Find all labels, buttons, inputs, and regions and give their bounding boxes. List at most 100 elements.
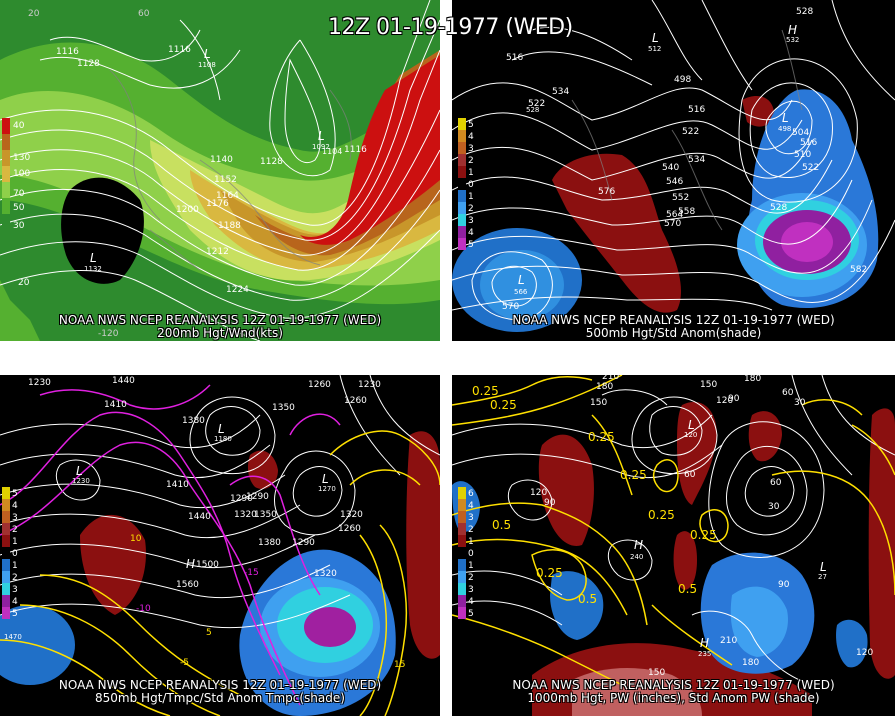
map-label: 528 [526, 106, 539, 114]
map-label: 3 [12, 585, 18, 595]
map-label: 546 [666, 177, 683, 187]
panel-500mb-labels: 5 4 3 2 1 0 1 2 3 4 5 528 516 534 522 52… [468, 7, 867, 312]
page-title: 12Z 01-19-1977 (WED) [328, 15, 573, 40]
map-label: 50 [13, 203, 25, 213]
map-label: 1116 [168, 45, 191, 55]
map-label: 1440 [112, 376, 135, 386]
map-label: 120 [856, 648, 873, 658]
map-label: 1152 [214, 175, 237, 185]
map-label: 1350 [254, 510, 277, 520]
map-label: 1440 [188, 512, 211, 522]
map-label: 60 [138, 9, 150, 19]
panel-850mb-labels: 5 4 3 2 1 0 1 2 3 4 5 1230 1440 1410 138… [4, 376, 405, 670]
map-label: 1260 [338, 524, 361, 534]
map-label: 1320 [340, 510, 363, 520]
map-label: 4 [468, 501, 474, 511]
map-label: 1230 [72, 477, 90, 485]
map-label: -10 [136, 604, 151, 614]
map-label: 40 [13, 121, 25, 131]
map-label: 100 [13, 169, 30, 179]
map-label: 210 [602, 375, 619, 382]
map-label: 70 [13, 189, 25, 199]
map-label: 504 [792, 128, 809, 138]
map-label: 0.25 [690, 528, 717, 542]
map-label: 0.5 [578, 592, 597, 606]
map-label: 2 [12, 525, 18, 535]
map-label: 4 [468, 228, 474, 238]
map-label: 1290 [246, 492, 269, 502]
map-label: 0 [468, 180, 474, 190]
map-label: 0.25 [472, 384, 499, 398]
map-label: 90 [778, 580, 790, 590]
map-label: 3 [468, 513, 474, 523]
map-label: 120 [716, 396, 733, 406]
map-label: 1 [468, 192, 474, 202]
map-label: H [634, 538, 643, 552]
map-label: 1180 [214, 435, 232, 443]
map-label: 1224 [226, 285, 249, 295]
map-label: 30 [794, 398, 806, 408]
map-label: 522 [528, 99, 545, 109]
map-label: 150 [700, 380, 717, 390]
map-label: 90 [544, 498, 556, 508]
map-label: 0.5 [678, 582, 697, 596]
map-label: 27 [818, 573, 827, 581]
map-label: 240 [630, 553, 643, 561]
map-label: 90 [728, 394, 740, 404]
map-label: 512 [648, 45, 661, 53]
map-label: 120 [684, 431, 697, 439]
caption-line1: NOAA NWS NCEP REANALYSIS 12Z 01-19-1977 … [512, 313, 835, 327]
map-label: 1104 [322, 147, 342, 156]
map-label: 1176 [206, 199, 229, 209]
map-label: 30 [768, 502, 780, 512]
caption-line1: NOAA NWS NCEP REANALYSIS 12Z 01-19-1977 … [512, 678, 835, 692]
caption-line2: 850mb Hgt/Tmpc/Std Anom Tmpc(shade) [95, 691, 345, 705]
map-label: 522 [682, 127, 699, 137]
caption-line2: 500mb Hgt/Std Anom(shade) [585, 326, 762, 340]
legend-850mb [2, 487, 10, 619]
map-label: 1128 [260, 157, 283, 167]
map-label: 15 [394, 660, 405, 670]
map-label: H [186, 557, 195, 571]
map-label: 5 [468, 240, 474, 250]
map-label: 1320 [234, 510, 257, 520]
map-label: 1410 [166, 480, 189, 490]
map-label: 532 [786, 36, 799, 44]
map-label: 5 [12, 609, 18, 619]
caption-line1: NOAA NWS NCEP REANALYSIS 12Z 01-19-1977 … [58, 678, 382, 692]
map-label: 150 [590, 398, 607, 408]
map-label: 1116 [56, 47, 79, 57]
map-label: 558 [678, 207, 695, 217]
map-label: 60 [770, 478, 782, 488]
map-label: 1108 [198, 61, 216, 69]
map-label: 582 [850, 265, 867, 275]
panel-1000mb-labels: 6 4 3 2 1 0 1 2 3 4 5 210 180 150 120 90… [468, 375, 873, 678]
panel-1000mb-caption: NOAA NWS NCEP REANALYSIS 12Z 01-19-1977 … [452, 679, 895, 705]
map-label: 1260 [308, 380, 331, 390]
map-label: 20 [18, 278, 30, 288]
map-label: 0 [12, 549, 18, 559]
map-label: 130 [13, 153, 30, 163]
map-label: 1164 [216, 191, 239, 201]
map-label: 534 [552, 87, 569, 97]
map-label: 1230 [358, 380, 381, 390]
map-label: 60 [782, 388, 794, 398]
map-label: 4 [12, 501, 18, 511]
map-label: L [518, 273, 525, 287]
map-label: 1 [468, 168, 474, 178]
map-label: 510 [794, 150, 811, 160]
map-label: L [782, 111, 789, 125]
map-label: 2 [468, 204, 474, 214]
map-label: 2 [468, 573, 474, 583]
map-label: 120 [530, 488, 547, 498]
panel-500mb-map: 5 4 3 2 1 0 1 2 3 4 5 528 516 534 522 52… [452, 0, 895, 341]
panel-1000mb: 6 4 3 2 1 0 1 2 3 4 5 210 180 150 120 90… [452, 375, 895, 716]
map-label: H [700, 636, 709, 650]
map-label: 0.5 [492, 518, 511, 532]
map-label: L [322, 472, 329, 486]
map-label: L [204, 47, 211, 61]
map-label: 564 [666, 210, 683, 220]
map-label: 210 [720, 636, 737, 646]
map-label: 0.25 [620, 468, 647, 482]
map-label: 1 [12, 561, 18, 571]
